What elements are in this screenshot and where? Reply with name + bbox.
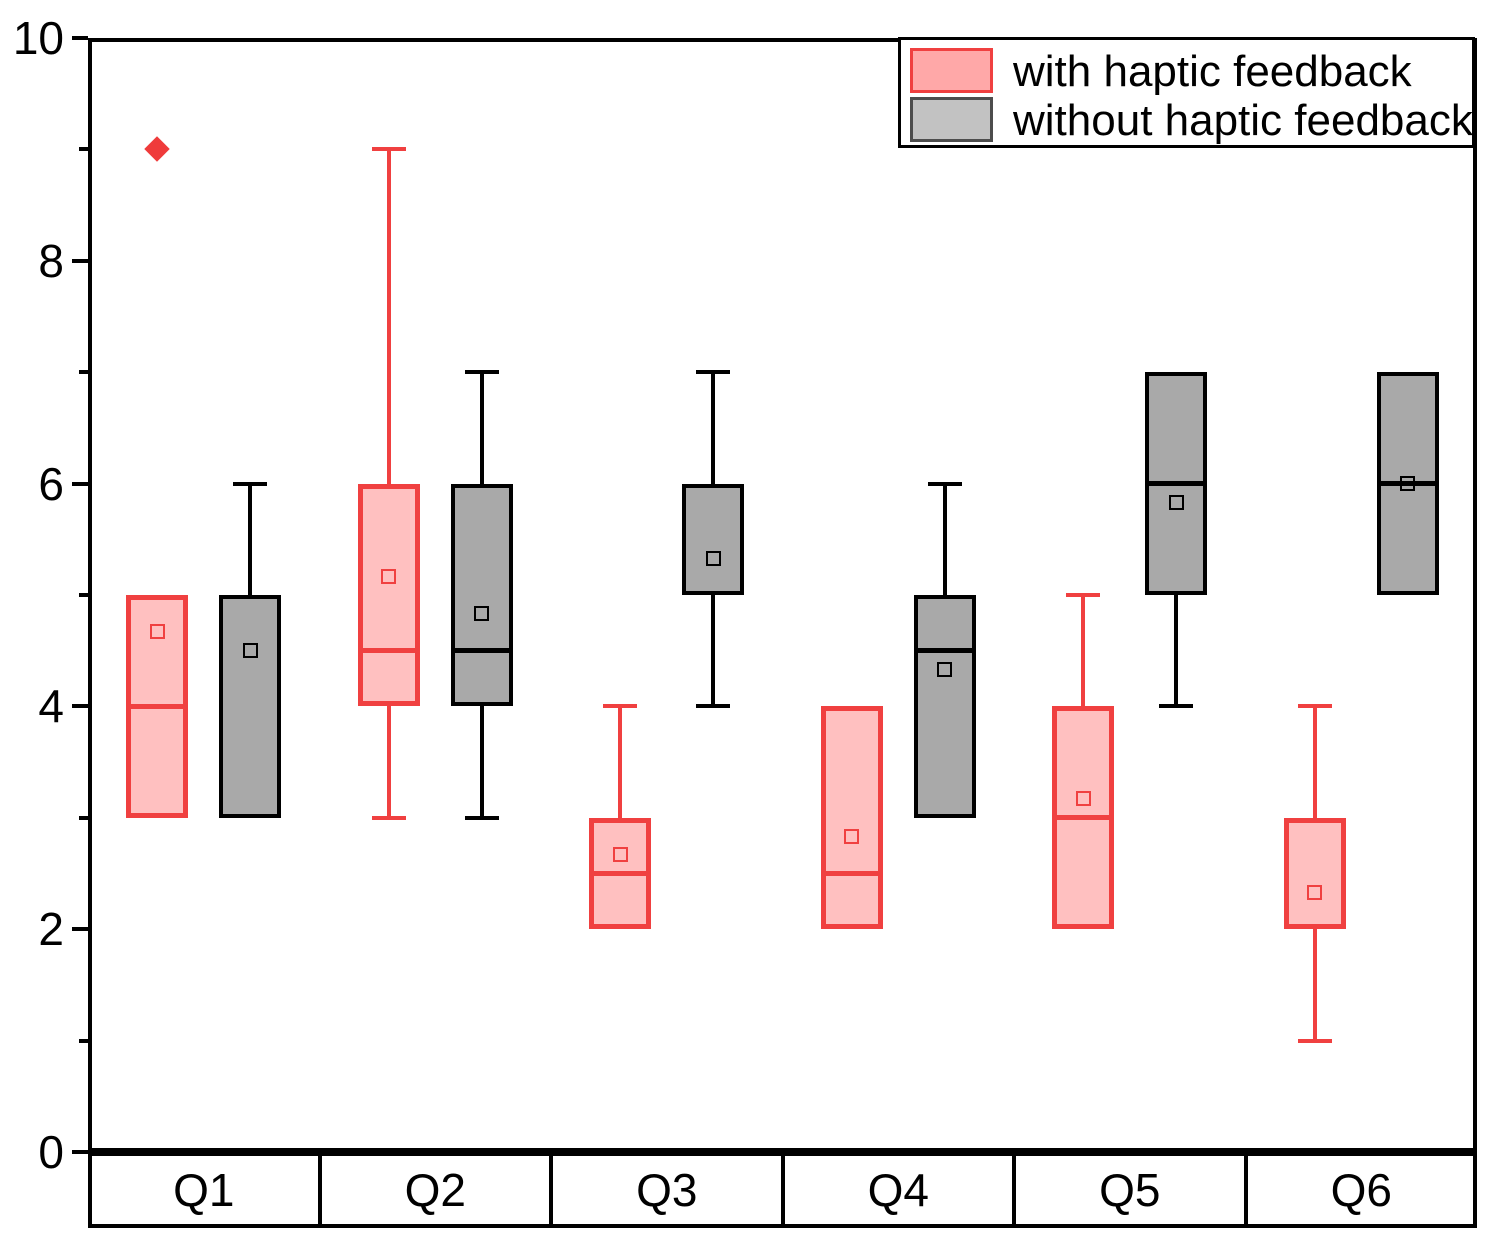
median-line-without-Q4 <box>917 648 972 654</box>
median-line-with-Q5 <box>1057 815 1110 821</box>
plot-frame <box>88 38 1477 1152</box>
mean-marker-without-Q6 <box>1400 476 1416 492</box>
category-separator <box>549 1152 553 1228</box>
whisker-cap-high-without-Q1 <box>233 481 268 486</box>
category-label-Q6: Q6 <box>1330 1164 1392 1216</box>
whisker-line-high-with-Q5 <box>1081 595 1086 707</box>
whisker-line-low-with-Q2 <box>386 706 391 818</box>
y-tick-label-0: 0 <box>38 1126 64 1178</box>
mean-marker-without-Q3 <box>705 550 721 566</box>
whisker-cap-low-with-Q2 <box>371 815 406 820</box>
y-tick-label-8: 8 <box>38 234 64 287</box>
box-with-Q6 <box>1283 817 1346 930</box>
mean-marker-with-Q3 <box>612 847 628 863</box>
y-axis-minor-tick <box>79 147 88 152</box>
legend-swatch-with-haptic <box>910 48 993 93</box>
median-line-with-Q1 <box>131 703 184 709</box>
category-separator <box>1012 1152 1016 1228</box>
whisker-cap-low-with-Q6 <box>1297 1038 1332 1043</box>
median-line-with-Q2 <box>362 648 415 654</box>
category-separator <box>317 1152 322 1228</box>
whisker-cap-high-with-Q3 <box>603 704 638 709</box>
whisker-cap-high-with-Q2 <box>371 147 406 152</box>
median-line-without-Q6 <box>1380 481 1435 487</box>
median-line-without-Q2 <box>454 648 509 654</box>
mean-marker-with-Q1 <box>149 624 165 640</box>
category-separator <box>780 1152 785 1228</box>
y-axis-minor-tick <box>79 1038 88 1043</box>
y-tick-label-2: 2 <box>38 903 64 956</box>
y-axis-major-tick <box>72 481 88 486</box>
legend-swatch-without-haptic <box>910 97 993 142</box>
y-axis-major-tick <box>72 927 88 932</box>
mean-marker-with-Q4 <box>844 829 860 845</box>
median-line-with-Q3 <box>594 871 647 876</box>
category-separator <box>1243 1152 1248 1228</box>
category-label-Q3: Q3 <box>636 1164 698 1216</box>
mean-marker-without-Q4 <box>937 662 953 678</box>
y-axis-major-tick <box>72 36 88 40</box>
category-label-Q1: Q1 <box>173 1164 235 1216</box>
whisker-line-high-without-Q1 <box>248 483 253 595</box>
category-label-Q2: Q2 <box>404 1164 466 1216</box>
mean-marker-without-Q5 <box>1168 495 1184 511</box>
mean-marker-without-Q2 <box>474 606 490 622</box>
whisker-cap-low-without-Q5 <box>1159 704 1194 709</box>
legend-label-without-haptic: without haptic feedback <box>1013 95 1473 145</box>
median-line-with-Q4 <box>825 871 878 876</box>
whisker-cap-high-with-Q6 <box>1297 704 1332 709</box>
mean-marker-with-Q5 <box>1075 791 1091 807</box>
legend: with haptic feedback without haptic feed… <box>898 37 1475 148</box>
whisker-line-low-without-Q5 <box>1174 595 1179 707</box>
category-label-Q5: Q5 <box>1099 1164 1161 1216</box>
y-tick-label-10: 10 <box>12 12 64 64</box>
whisker-line-high-without-Q3 <box>711 372 716 484</box>
whisker-line-high-with-Q3 <box>618 706 623 818</box>
whisker-cap-high-with-Q5 <box>1066 593 1101 597</box>
y-axis-minor-tick <box>79 370 88 375</box>
median-line-without-Q5 <box>1149 481 1204 487</box>
legend-label-with-haptic: with haptic feedback <box>1013 46 1412 96</box>
mean-marker-with-Q6 <box>1307 884 1323 900</box>
whisker-line-low-without-Q3 <box>711 595 716 707</box>
mean-marker-with-Q2 <box>381 568 397 584</box>
box-with-Q4 <box>820 706 883 930</box>
y-axis-major-tick <box>72 1150 88 1154</box>
whisker-line-low-without-Q2 <box>479 706 484 818</box>
y-tick-label-6: 6 <box>38 457 64 510</box>
y-axis-minor-tick <box>79 815 88 820</box>
whisker-cap-high-without-Q2 <box>464 370 499 375</box>
whisker-line-high-with-Q2 <box>386 149 391 484</box>
whisker-cap-low-without-Q3 <box>696 704 731 709</box>
y-axis-minor-tick <box>79 593 88 597</box>
box-without-Q1 <box>219 595 282 818</box>
box-without-Q2 <box>450 483 513 707</box>
whisker-cap-high-without-Q3 <box>696 370 731 375</box>
box-with-Q2 <box>357 483 420 707</box>
mean-marker-without-Q1 <box>242 643 258 659</box>
box-without-Q4 <box>913 595 976 818</box>
y-tick-label-4: 4 <box>38 680 64 733</box>
whisker-line-high-without-Q4 <box>942 483 947 595</box>
y-axis-major-tick <box>72 704 88 709</box>
whisker-cap-high-without-Q4 <box>927 481 962 486</box>
whisker-line-low-with-Q6 <box>1312 929 1317 1041</box>
box-without-Q3 <box>682 483 745 595</box>
category-label-Q4: Q4 <box>867 1164 929 1216</box>
whisker-cap-low-without-Q2 <box>464 815 499 820</box>
whisker-line-high-without-Q2 <box>479 372 484 484</box>
whisker-line-high-with-Q6 <box>1312 706 1317 818</box>
y-axis-major-tick <box>72 258 88 263</box>
